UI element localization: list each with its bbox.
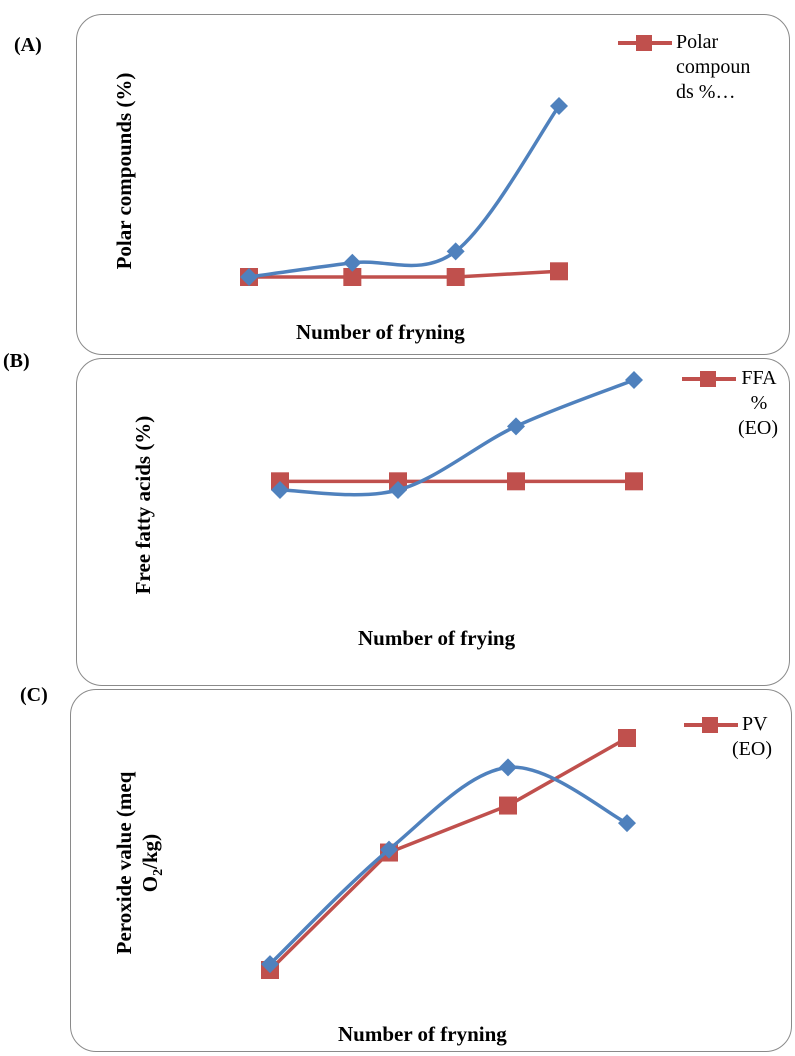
panel-b-letter: (B) (3, 350, 30, 372)
panel-c-series-1-point-3 (499, 796, 517, 815)
panel-c-letter: (C) (20, 684, 48, 706)
panel-b-series-2-point-4 (625, 371, 643, 389)
panel-b-series-2-point-1 (271, 481, 289, 499)
panel-c-legend-key (684, 717, 738, 733)
panel-b-legend-key (682, 371, 736, 387)
panel-a-series-1-point-3 (446, 268, 465, 286)
panel-b-legend: FFA % (EO) (678, 366, 790, 446)
panel-a-legend-line-1: Polar (676, 31, 719, 53)
panel-b-series-2-point-2 (389, 481, 407, 499)
panel-b-series-1-point-3 (507, 472, 525, 491)
panel-c-series-1-point-4 (618, 729, 636, 747)
panel-b-legend-line-2: % (750, 392, 768, 414)
panel-c-legend-marker (702, 717, 718, 733)
panel-b-series-2-point-3 (507, 417, 525, 436)
panel-a-legend: Polar compoun ds %… (614, 30, 784, 120)
panel-a-x-axis-label: Number of fryning (296, 320, 465, 344)
panel-c-legend: PV (EO) (680, 712, 792, 772)
panel-a-series-2-point-1 (240, 268, 258, 286)
panel-a-series-2-point-4 (550, 97, 568, 115)
panel-b-series-2-line (279, 378, 635, 497)
panel-c-series-2-point-4 (618, 814, 636, 833)
panel-a-legend-line-3: ds %… (676, 81, 736, 103)
panel-a-series-1-point-2 (343, 268, 362, 286)
panel-a-series-1-point-4 (550, 262, 568, 281)
panel-c-series-2-line (268, 765, 628, 966)
panel-a-legend-marker (636, 35, 652, 51)
panel-a-legend-text: Polar compoun ds %… (676, 30, 750, 105)
panel-c-series-2-point-2 (380, 840, 398, 859)
panel-a-series-2-line (248, 104, 561, 279)
panel-c-legend-text: PV (EO) (728, 712, 772, 762)
panel-c-x-axis-label: Number of fryning (338, 1022, 507, 1046)
panel-b-legend-marker (700, 371, 716, 387)
panel-b-legend-line-3: (EO) (738, 417, 778, 439)
panel-c-frame (70, 689, 792, 1052)
panel-a-series-2-point-2 (343, 253, 362, 272)
panel-a-series-1-line (249, 269, 560, 279)
panel-b-series-1-point-4 (625, 472, 643, 491)
panel-b-legend-text: FFA % (EO) (726, 366, 778, 441)
panel-b-frame (76, 358, 790, 686)
panel-c-legend-line-2: (EO) (732, 738, 772, 760)
panel-a-letter: (A) (14, 34, 42, 56)
panel-b-legend-line-1: FFA (741, 367, 777, 389)
panel-c-legend-line-1: PV (742, 713, 768, 735)
panel-a-legend-line-2: compoun (676, 56, 751, 78)
panel-a-frame (76, 14, 790, 355)
panel-a-legend-key (618, 35, 672, 51)
panel-c-series-1-line (268, 736, 628, 972)
panel-c-series-2-point-3 (499, 758, 517, 777)
panel-b-x-axis-label: Number of frying (358, 626, 516, 650)
panel-a-series-2-point-3 (446, 242, 465, 261)
panel-c-series-2-point-1 (261, 955, 279, 974)
